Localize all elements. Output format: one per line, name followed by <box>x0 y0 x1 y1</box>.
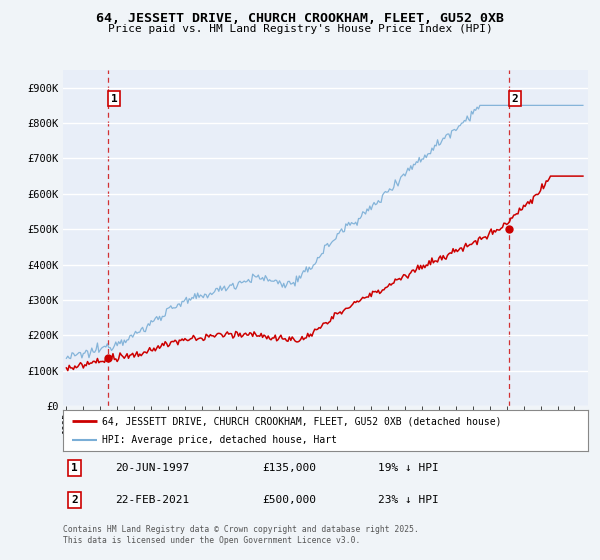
Text: 1: 1 <box>111 94 118 104</box>
Text: 2: 2 <box>512 94 518 104</box>
Text: 19% ↓ HPI: 19% ↓ HPI <box>378 463 439 473</box>
Text: £500,000: £500,000 <box>263 495 317 505</box>
Text: 2: 2 <box>71 495 77 505</box>
Text: 64, JESSETT DRIVE, CHURCH CROOKHAM, FLEET, GU52 0XB (detached house): 64, JESSETT DRIVE, CHURCH CROOKHAM, FLEE… <box>103 417 502 426</box>
Text: 22-FEB-2021: 22-FEB-2021 <box>115 495 190 505</box>
Text: £135,000: £135,000 <box>263 463 317 473</box>
Text: 64, JESSETT DRIVE, CHURCH CROOKHAM, FLEET, GU52 0XB: 64, JESSETT DRIVE, CHURCH CROOKHAM, FLEE… <box>96 12 504 25</box>
Text: HPI: Average price, detached house, Hart: HPI: Average price, detached house, Hart <box>103 435 337 445</box>
Text: Price paid vs. HM Land Registry's House Price Index (HPI): Price paid vs. HM Land Registry's House … <box>107 24 493 34</box>
Text: Contains HM Land Registry data © Crown copyright and database right 2025.
This d: Contains HM Land Registry data © Crown c… <box>63 525 419 545</box>
Text: 20-JUN-1997: 20-JUN-1997 <box>115 463 190 473</box>
Text: 1: 1 <box>71 463 77 473</box>
Text: 23% ↓ HPI: 23% ↓ HPI <box>378 495 439 505</box>
